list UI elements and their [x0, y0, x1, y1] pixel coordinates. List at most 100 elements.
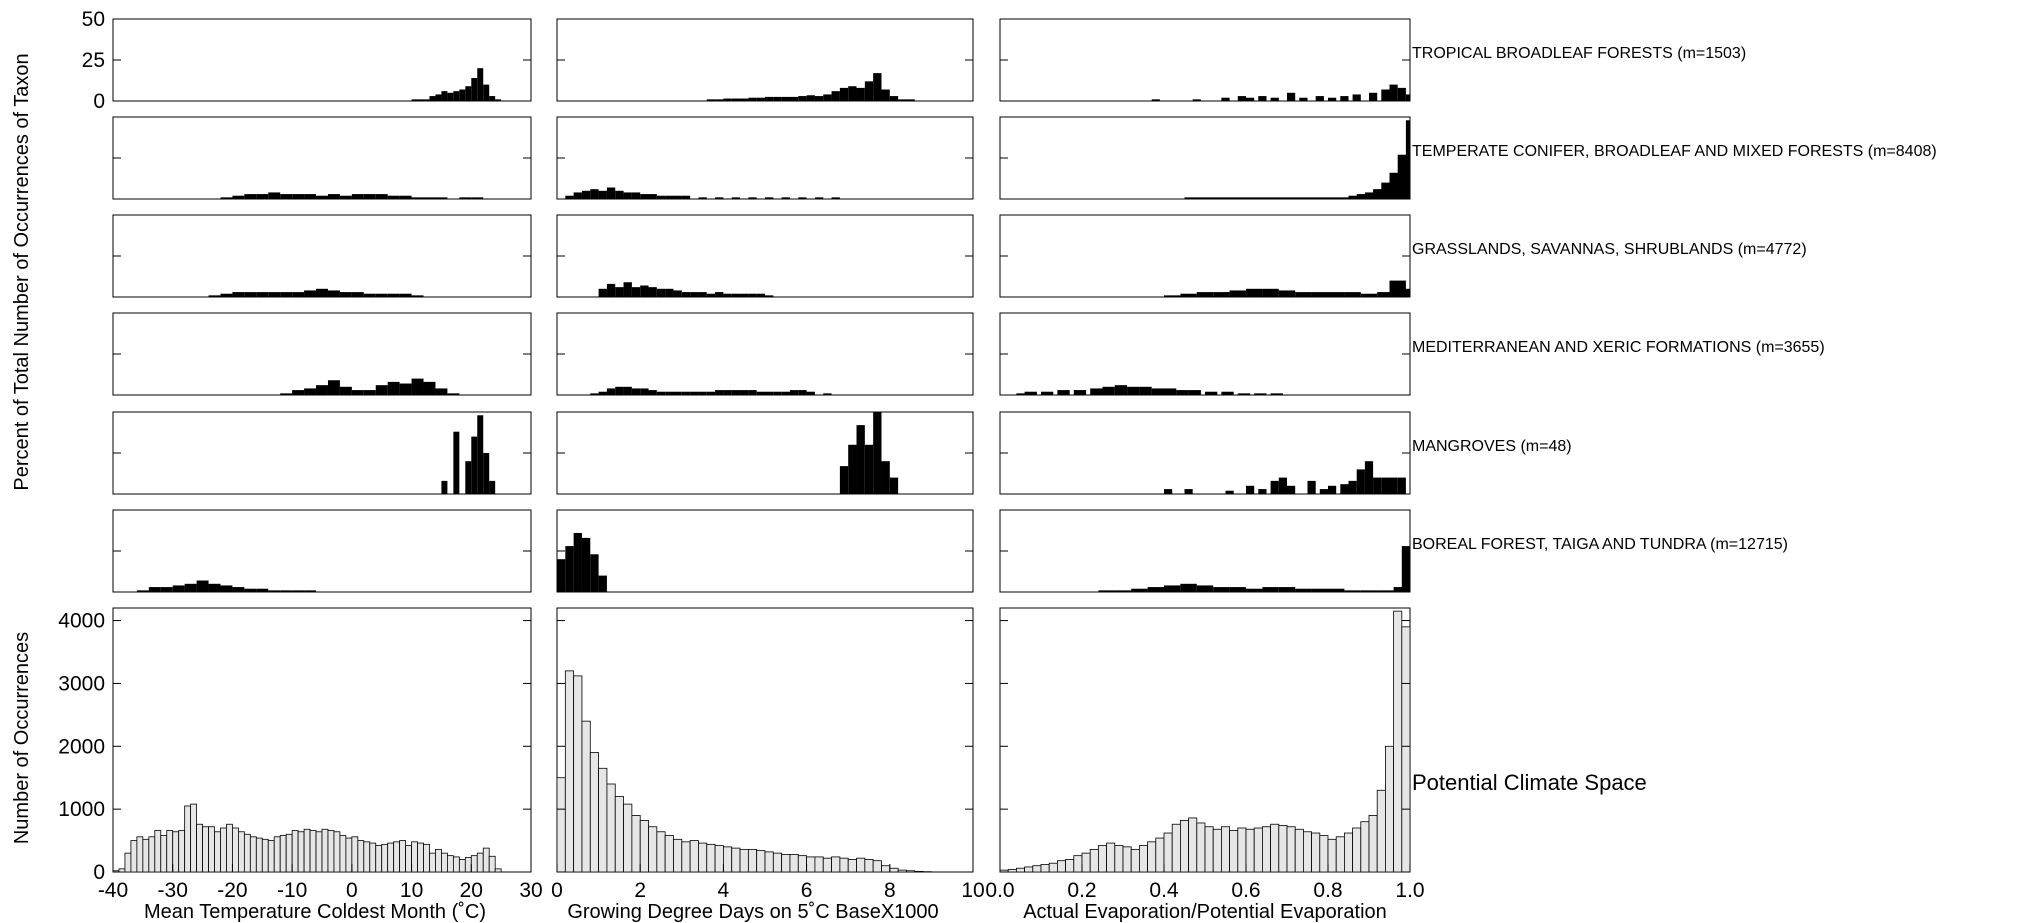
histogram-bar [557, 559, 566, 592]
histogram-bar [316, 385, 328, 395]
histogram-bar [279, 835, 287, 873]
histogram-bar [1262, 288, 1279, 297]
histogram-bar [856, 87, 865, 101]
histogram-bar [178, 830, 186, 873]
x-axis-title-temperature: Mean Temperature Coldest Month (˚C) [144, 901, 486, 923]
histogram-bar [1246, 97, 1255, 101]
histogram-bar [1122, 846, 1132, 873]
histogram-bar [1327, 838, 1337, 873]
histogram-bar [1098, 845, 1108, 873]
histogram-bar [441, 480, 448, 494]
histogram-bar [184, 805, 192, 873]
histogram-bar [723, 98, 732, 101]
histogram-bar [268, 590, 281, 592]
histogram-bar [387, 842, 395, 873]
histogram-bar [381, 843, 389, 873]
histogram-bar [1319, 489, 1328, 494]
x-tick-label: 0.4 [1149, 879, 1179, 902]
histogram-bar [1377, 292, 1394, 297]
histogram-bar [739, 848, 749, 873]
x-tick-label: 0.6 [1231, 879, 1260, 902]
histogram-bar [387, 195, 400, 199]
histogram-bar [1024, 866, 1034, 873]
histogram-bar [731, 293, 741, 297]
histogram-bar [297, 831, 305, 873]
histogram-bar [623, 803, 633, 873]
histogram-bar [172, 585, 185, 592]
histogram-bar [706, 391, 716, 395]
histogram-bar [747, 848, 758, 873]
histogram-bar [1385, 745, 1395, 873]
histogram-bar [339, 195, 352, 199]
histogram-bar [1024, 391, 1037, 395]
histogram-bar [1245, 828, 1255, 873]
histogram-bar [864, 444, 874, 494]
histogram-bar [1102, 386, 1115, 395]
histogram-bar [681, 195, 691, 199]
histogram-bar [489, 96, 496, 101]
histogram-bar [304, 590, 317, 592]
histogram-bar [142, 838, 150, 873]
histogram-bar [1295, 292, 1312, 297]
histogram-bar [1270, 97, 1279, 101]
histogram-bar [446, 855, 454, 873]
row-label-tropical: TROPICAL BROADLEAF FORESTS (m=1503) [1412, 45, 1746, 62]
histogram-bar [1352, 94, 1361, 101]
y-tick-label: 0 [93, 861, 105, 884]
histogram-bar [1007, 869, 1017, 873]
histogram-bar [1328, 485, 1337, 494]
y-axis-title-bottom: Number of Occurrences [11, 632, 33, 844]
x-tick-label: 4 [718, 879, 730, 902]
histogram-bar [798, 390, 807, 395]
panel-frame [112, 312, 532, 396]
histogram-bar [261, 838, 269, 873]
histogram-bar [232, 195, 245, 199]
histogram-bar [411, 378, 424, 395]
histogram-bar [411, 841, 418, 873]
histogram-bar [369, 842, 377, 873]
histogram-bar [459, 197, 472, 199]
histogram-bar [435, 388, 448, 395]
histogram-bar [1270, 823, 1280, 873]
histogram-bar [673, 195, 682, 199]
histogram-bar [1389, 477, 1398, 494]
row-label-grasslands: GRASSLANDS, SAVANNAS, SHRUBLANDS (m=4772… [1412, 241, 1807, 258]
histogram-bar [316, 288, 328, 297]
histogram-bar [309, 830, 317, 873]
histogram-bar [483, 453, 490, 494]
histogram-bar [471, 197, 484, 199]
histogram-bar [881, 89, 890, 101]
histogram-bar [1225, 490, 1234, 494]
y-axis-title-top: Percent of Total Number of Occurrences o… [11, 53, 33, 490]
histogram-bar [698, 292, 707, 297]
histogram-bar [429, 852, 436, 873]
histogram-bar [357, 840, 365, 873]
histogram-bar [280, 393, 293, 395]
histogram-bar [1184, 197, 1205, 199]
histogram-bar [1307, 480, 1316, 494]
histogram-bar [814, 856, 824, 873]
histogram-bar [232, 827, 239, 873]
histogram-bar [363, 194, 376, 199]
histogram-bar [781, 197, 790, 199]
histogram-bar [292, 194, 305, 199]
histogram-bar [848, 444, 857, 494]
histogram-bar [781, 854, 791, 873]
panel-frame [556, 116, 974, 200]
histogram-bar [1221, 391, 1234, 395]
histogram-bar [399, 195, 412, 199]
histogram-bar [130, 840, 138, 873]
histogram-bar [673, 391, 682, 395]
histogram-bar [889, 96, 899, 101]
histogram-bar [1229, 290, 1246, 297]
histogram-bar [1278, 825, 1288, 873]
histogram-bar [465, 86, 472, 101]
histogram-bar [1155, 837, 1165, 873]
histogram-bar [136, 590, 149, 592]
histogram-bar [598, 767, 608, 873]
histogram-bar [1225, 197, 1246, 199]
histogram-bar [1254, 393, 1267, 395]
histogram-bar [136, 836, 144, 873]
histogram-bar [1328, 197, 1349, 199]
